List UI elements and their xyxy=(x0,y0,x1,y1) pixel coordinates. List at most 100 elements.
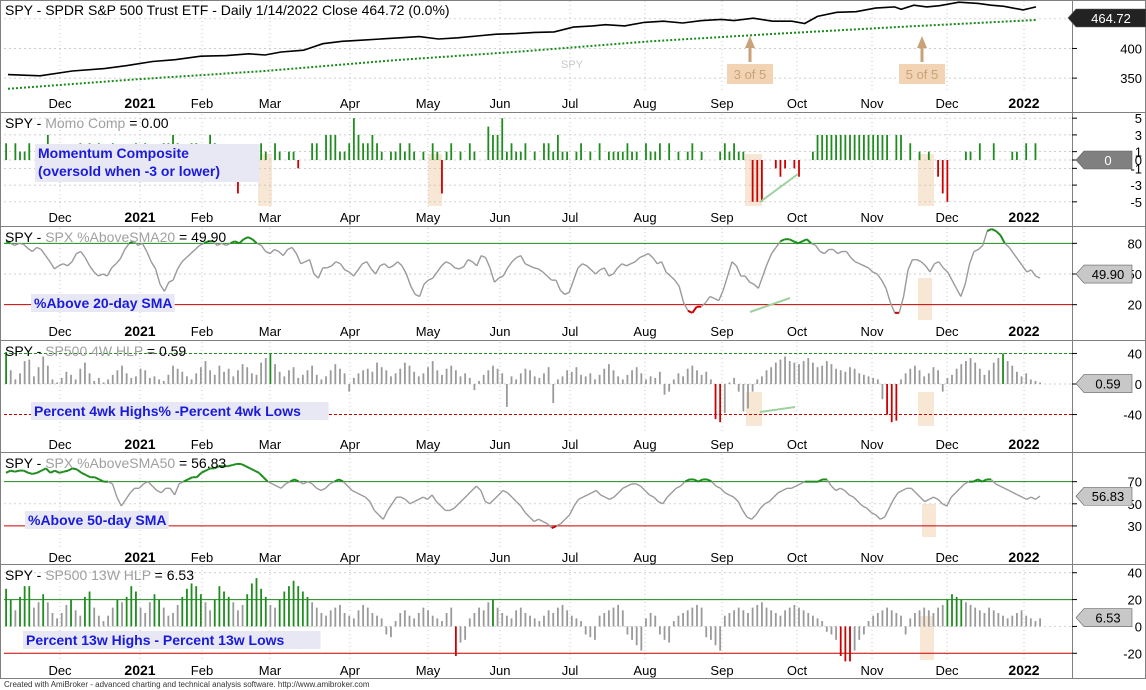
line-segment xyxy=(977,478,983,483)
bar xyxy=(992,610,995,627)
last-value-tag xyxy=(1075,374,1133,393)
bar xyxy=(696,604,698,627)
line-segment xyxy=(533,267,539,270)
bar xyxy=(612,370,615,384)
line-segment xyxy=(265,250,271,255)
line-segment xyxy=(640,485,646,492)
bar xyxy=(570,371,573,384)
line-segment xyxy=(749,281,755,285)
bar xyxy=(691,365,694,384)
line-segment xyxy=(845,251,852,259)
bar xyxy=(1034,380,1037,384)
bar xyxy=(811,151,814,160)
bar xyxy=(306,370,309,384)
line-segment xyxy=(41,467,47,472)
line-segment xyxy=(982,230,988,246)
bar xyxy=(951,374,953,384)
y-tick-label: 0 xyxy=(1135,619,1142,634)
bar xyxy=(784,356,786,384)
bar xyxy=(621,610,624,627)
bar xyxy=(199,367,202,384)
line-segment xyxy=(516,254,522,259)
line-segment xyxy=(298,481,304,485)
bar xyxy=(93,380,96,384)
bar xyxy=(872,615,875,627)
bar xyxy=(700,607,703,627)
line-segment xyxy=(682,302,689,312)
bar xyxy=(863,134,865,160)
month-label-May: May xyxy=(416,550,441,565)
line-segment xyxy=(665,271,671,277)
bar xyxy=(519,607,522,627)
bar xyxy=(974,362,977,384)
bar xyxy=(807,358,810,384)
indicator-label-box xyxy=(31,402,329,420)
bar xyxy=(779,160,782,177)
bar xyxy=(283,376,286,384)
bar xyxy=(621,379,624,384)
line-segment xyxy=(147,481,153,487)
bar xyxy=(654,377,657,384)
bar xyxy=(626,626,629,635)
line-segment xyxy=(370,268,377,275)
line-segment xyxy=(347,485,353,492)
line-segment xyxy=(1026,269,1032,273)
bar xyxy=(329,370,332,384)
bar xyxy=(394,373,397,384)
bar xyxy=(1029,379,1032,384)
bar xyxy=(1034,143,1037,160)
line-segment xyxy=(32,471,38,475)
line-segment xyxy=(200,469,207,474)
bar xyxy=(288,151,290,160)
line-segment xyxy=(817,478,823,483)
divergence-line xyxy=(759,406,796,413)
bar xyxy=(125,596,128,627)
bar xyxy=(1034,621,1037,627)
bar xyxy=(849,367,851,384)
line-segment xyxy=(693,478,699,483)
line-segment xyxy=(502,489,508,494)
line-segment xyxy=(791,485,797,489)
bar xyxy=(102,621,105,627)
bar xyxy=(232,376,235,384)
line-segment xyxy=(423,279,429,285)
line-segment xyxy=(476,255,482,267)
line-segment xyxy=(111,263,117,269)
month-label-Dec: Dec xyxy=(48,550,72,565)
month-label-Feb: Feb xyxy=(191,663,213,678)
bar xyxy=(719,626,722,651)
month-label-Jul: Jul xyxy=(562,550,579,565)
bar xyxy=(357,373,360,384)
line-segment xyxy=(706,478,713,483)
line-segment xyxy=(418,283,425,297)
line-segment xyxy=(755,507,762,516)
bar xyxy=(645,143,647,160)
bar xyxy=(617,376,620,384)
line-segment xyxy=(595,269,601,275)
bar xyxy=(366,368,369,384)
line-segment xyxy=(835,487,841,492)
line-segment xyxy=(795,483,801,487)
line-segment xyxy=(924,498,930,503)
bar xyxy=(153,594,156,627)
bar xyxy=(431,615,434,627)
bar xyxy=(529,370,531,384)
month-label-Apr: Apr xyxy=(340,437,361,452)
bar xyxy=(60,377,63,384)
bar xyxy=(1002,353,1004,384)
bar xyxy=(691,607,694,627)
line-segment xyxy=(797,240,803,245)
bar xyxy=(529,615,531,627)
bar xyxy=(1006,361,1009,384)
line-segment xyxy=(454,267,460,270)
line-segment xyxy=(391,496,398,505)
bar xyxy=(33,376,35,384)
line-segment xyxy=(317,267,324,279)
callout-text: 3 of 5 xyxy=(734,67,767,82)
line-segment xyxy=(691,306,698,314)
bar xyxy=(635,367,638,384)
month-label-Jul: Jul xyxy=(562,324,579,339)
line-segment xyxy=(933,496,939,500)
line-segment xyxy=(303,481,309,485)
bar xyxy=(552,613,555,627)
